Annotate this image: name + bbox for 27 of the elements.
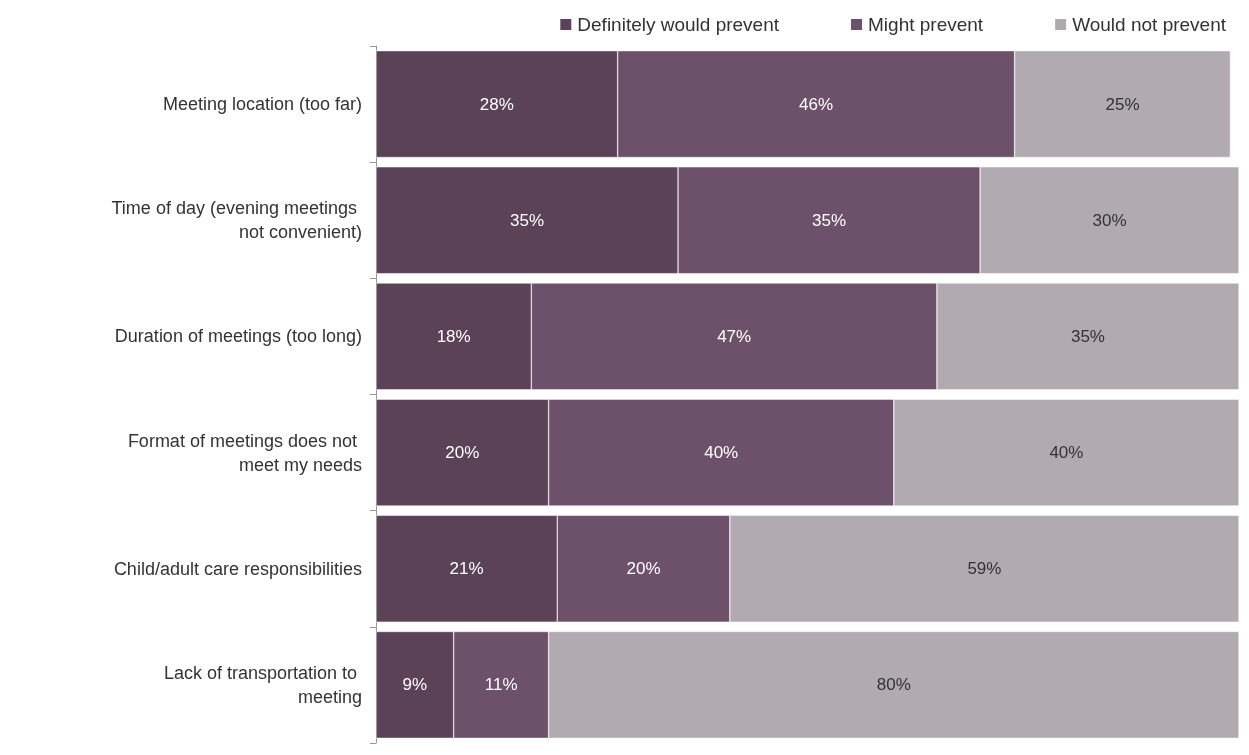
data-label: 40%: [704, 443, 739, 463]
data-label: 25%: [1105, 94, 1140, 114]
y-tick-label: Duration of meetings (too long): [114, 326, 362, 347]
data-label: 35%: [1070, 326, 1105, 346]
legend-label: Might prevent: [868, 14, 984, 35]
data-label: 30%: [1092, 210, 1127, 230]
y-tick-label: Format of meetings does not meet my needs: [127, 430, 362, 475]
data-label: 35%: [812, 210, 847, 230]
data-label: 35%: [510, 210, 545, 230]
data-label: 21%: [449, 559, 484, 579]
data-label: 18%: [436, 326, 471, 346]
data-label: 20%: [445, 443, 480, 463]
legend-label: Would not prevent: [1072, 14, 1227, 35]
data-label: 46%: [799, 94, 834, 114]
y-tick-label: Child/adult care responsibilities: [113, 558, 362, 579]
y-tick-label: Time of day (evening meetings not convenient): [111, 198, 362, 243]
legend-label: Definitely would prevent: [577, 14, 780, 35]
y-tick-label: Lack of transportation to meeting: [163, 662, 362, 707]
data-label: 59%: [967, 559, 1002, 579]
data-label: 9%: [402, 675, 428, 695]
data-label: 47%: [717, 326, 752, 346]
data-label: 40%: [1049, 443, 1084, 463]
data-label: 80%: [876, 675, 911, 695]
data-label: 11%: [484, 675, 518, 695]
y-tick-label: Meeting location (too far): [162, 94, 362, 115]
data-label: 28%: [479, 94, 514, 114]
data-label: 20%: [626, 559, 661, 579]
